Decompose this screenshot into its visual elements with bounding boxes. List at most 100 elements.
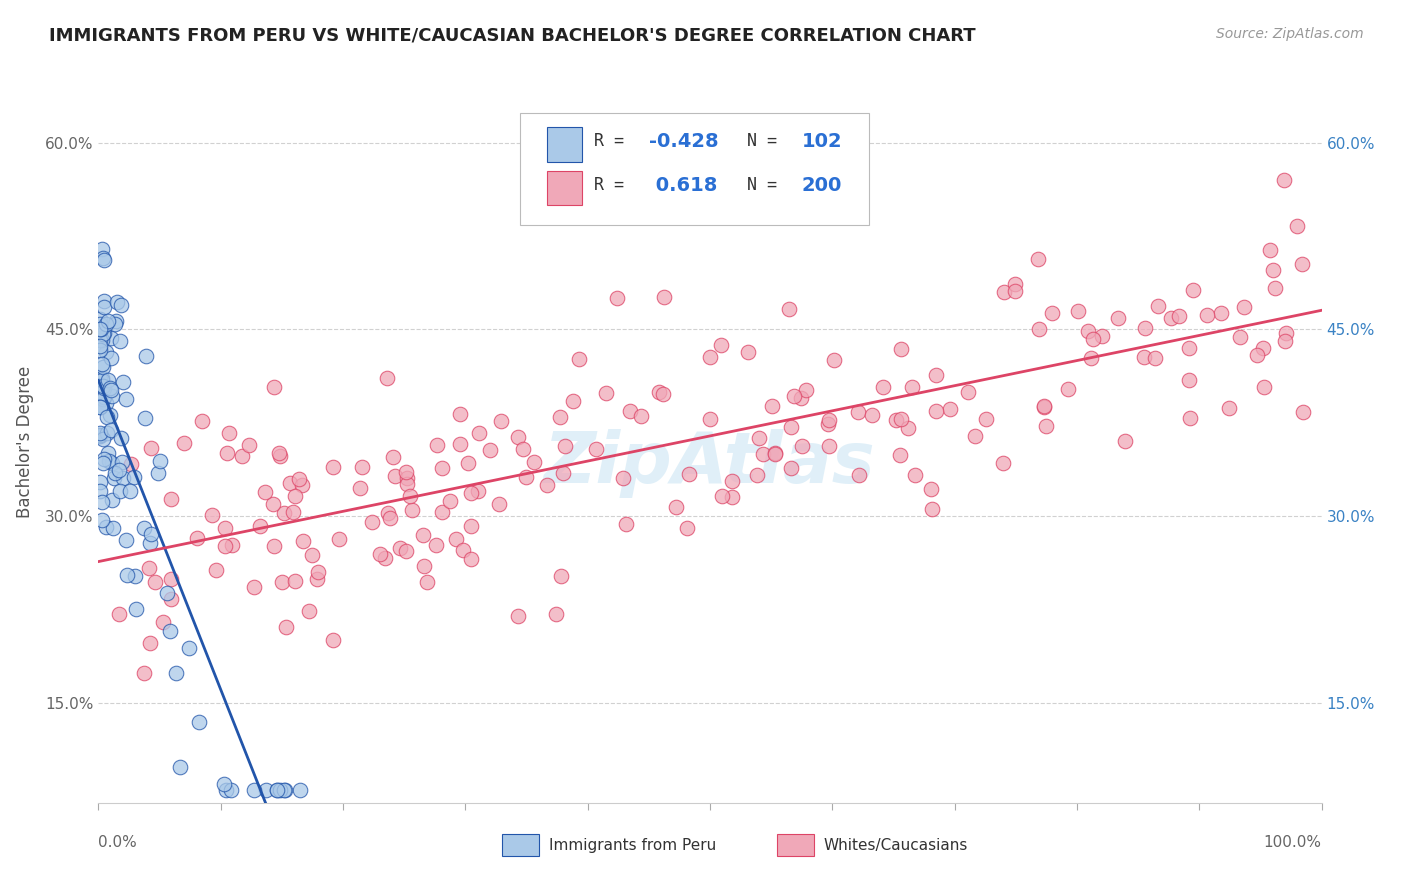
Point: [1080, 351, 1102, 365]
Point: [125, 601, 148, 615]
Point: [262, 497, 284, 511]
Point: [96, 520, 118, 534]
Point: [794, 383, 817, 397]
Point: [889, 448, 911, 462]
Point: [96, 426, 118, 441]
Point: [89, 339, 111, 353]
Point: [1178, 341, 1201, 355]
Point: [375, 370, 398, 384]
Point: [432, 460, 454, 475]
Point: [921, 501, 943, 516]
Point: [1291, 257, 1313, 271]
Point: [159, 624, 181, 638]
Point: [1218, 401, 1240, 415]
Point: [96, 373, 118, 387]
Point: [214, 777, 236, 791]
Point: [269, 449, 291, 463]
Point: [243, 580, 266, 594]
Point: [263, 539, 285, 553]
Point: [97, 446, 120, 460]
Point: [274, 783, 297, 797]
Point: [91, 495, 114, 509]
Point: [93, 381, 115, 395]
FancyBboxPatch shape: [520, 112, 869, 225]
Point: [139, 526, 162, 541]
Point: [460, 551, 482, 566]
Point: [439, 494, 461, 508]
Point: [1178, 373, 1201, 387]
Point: [1275, 326, 1298, 340]
Point: [550, 569, 572, 583]
FancyBboxPatch shape: [778, 834, 814, 855]
Point: [115, 567, 138, 582]
Point: [957, 385, 980, 400]
Point: [292, 534, 315, 549]
Y-axis label: Bachelor's Degree: Bachelor's Degree: [15, 366, 34, 517]
Point: [368, 547, 391, 561]
Point: [506, 609, 529, 624]
Point: [1209, 306, 1232, 320]
Point: [89, 483, 111, 498]
Point: [991, 456, 1014, 470]
Point: [100, 351, 122, 365]
Point: [904, 467, 927, 482]
Point: [152, 615, 174, 629]
Point: [104, 317, 127, 331]
Point: [675, 521, 697, 535]
Point: [711, 489, 734, 503]
Point: [141, 441, 163, 455]
Point: [273, 783, 295, 797]
Point: [134, 410, 156, 425]
Point: [401, 503, 423, 517]
Point: [219, 783, 242, 797]
Point: [763, 447, 786, 461]
Point: [112, 375, 135, 389]
Point: [215, 783, 238, 797]
Text: 102: 102: [801, 132, 842, 151]
Point: [214, 539, 236, 553]
Point: [710, 338, 733, 352]
Point: [384, 469, 406, 483]
Point: [665, 500, 688, 514]
Point: [138, 561, 160, 575]
Text: -0.428: -0.428: [648, 132, 718, 151]
Point: [568, 352, 591, 367]
Point: [884, 412, 907, 426]
Point: [1067, 304, 1090, 318]
Text: R =: R =: [593, 132, 634, 150]
Point: [89, 425, 111, 440]
Point: [249, 519, 271, 533]
Point: [965, 429, 987, 443]
Point: [721, 475, 744, 489]
Point: [97, 314, 120, 328]
Point: [186, 531, 208, 545]
Point: [160, 592, 183, 607]
FancyBboxPatch shape: [502, 834, 538, 855]
Point: [89, 400, 111, 414]
Point: [103, 521, 125, 535]
Point: [651, 386, 673, 401]
Point: [91, 357, 114, 371]
Point: [188, 714, 211, 729]
Point: [1147, 299, 1170, 313]
Point: [115, 392, 138, 406]
Point: [284, 489, 307, 503]
Text: N =: N =: [747, 132, 787, 150]
Point: [231, 449, 253, 463]
Point: [110, 297, 132, 311]
Point: [159, 572, 181, 586]
Text: Source: ZipAtlas.com: Source: ZipAtlas.com: [1216, 27, 1364, 41]
Point: [699, 350, 721, 364]
Point: [254, 783, 277, 797]
Point: [93, 326, 115, 340]
Point: [90, 373, 112, 387]
Point: [467, 483, 489, 498]
Point: [218, 425, 240, 440]
Point: [1160, 310, 1182, 325]
Point: [1040, 305, 1063, 319]
Point: [1229, 330, 1251, 344]
Point: [396, 471, 419, 485]
Point: [165, 665, 187, 680]
Point: [322, 460, 344, 475]
Point: [783, 389, 806, 403]
